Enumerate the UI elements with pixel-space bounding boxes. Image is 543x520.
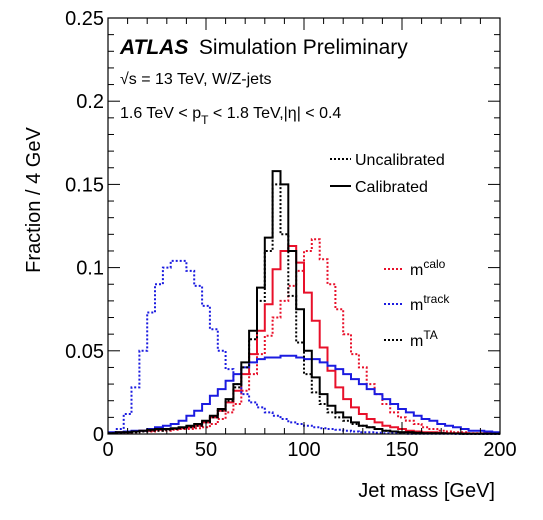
series-line-5	[108, 170, 500, 435]
info-line-2-sub: T	[201, 113, 209, 127]
x-tick-label: 0	[102, 439, 113, 461]
y-tick-label: 0.25	[65, 8, 104, 30]
legend-track-label: mtrack	[410, 292, 450, 314]
info-line-2-a: 1.6 TeV < p	[120, 105, 201, 122]
info-line-2-b: < 1.8 TeV,|η| < 0.4	[208, 105, 341, 122]
series-line-2	[108, 259, 500, 435]
y-tick-label: 0.1	[76, 258, 104, 280]
y-tick-label: 0	[93, 424, 104, 446]
legend-ta-label: mTA	[410, 328, 438, 350]
atlas-rest: Simulation Preliminary	[199, 36, 408, 59]
atlas-bold: ATLAS	[119, 36, 188, 59]
legend-calo-base: m	[410, 262, 423, 279]
legend-ta-sup: TA	[423, 328, 437, 342]
legend-track-sup: track	[423, 292, 450, 306]
y-tick-label: 0.05	[65, 341, 104, 363]
series-line-3	[108, 354, 500, 434]
legend-calo-sup: calo	[423, 257, 445, 271]
atlas-label: ATLAS Simulation Preliminary	[119, 36, 408, 59]
legend-track-base: m	[410, 297, 423, 314]
y-axis-title: Fraction / 4 GeV	[23, 127, 45, 273]
y-tick-label: 0.15	[65, 174, 104, 196]
color-legend: mcalo mtrack mTA	[384, 257, 450, 350]
legend-calo-label: mcalo	[410, 257, 446, 279]
info-line-2: 1.6 TeV < pT < 1.8 TeV,|η| < 0.4	[120, 105, 341, 127]
x-tick-label: 100	[287, 439, 320, 461]
legend-uncalibrated: Uncalibrated	[355, 152, 445, 169]
legend-ta-base: m	[410, 333, 423, 350]
x-tick-label: 200	[483, 439, 516, 461]
x-tick-label: 150	[385, 439, 418, 461]
info-line-1: √s = 13 TeV, W/Z-jets	[120, 71, 272, 88]
x-tick-label: 50	[195, 439, 217, 461]
axes-layer: 0 50 100 150 200 0 0.05 0.1 0.15 0.2 0.25	[65, 8, 517, 461]
x-axis-title: Jet mass [GeV]	[358, 480, 495, 502]
legend-calibrated: Calibrated	[355, 179, 428, 196]
series-layer	[108, 170, 500, 435]
y-tick-label: 0.2	[76, 91, 104, 113]
style-legend: Uncalibrated Calibrated	[330, 152, 445, 196]
